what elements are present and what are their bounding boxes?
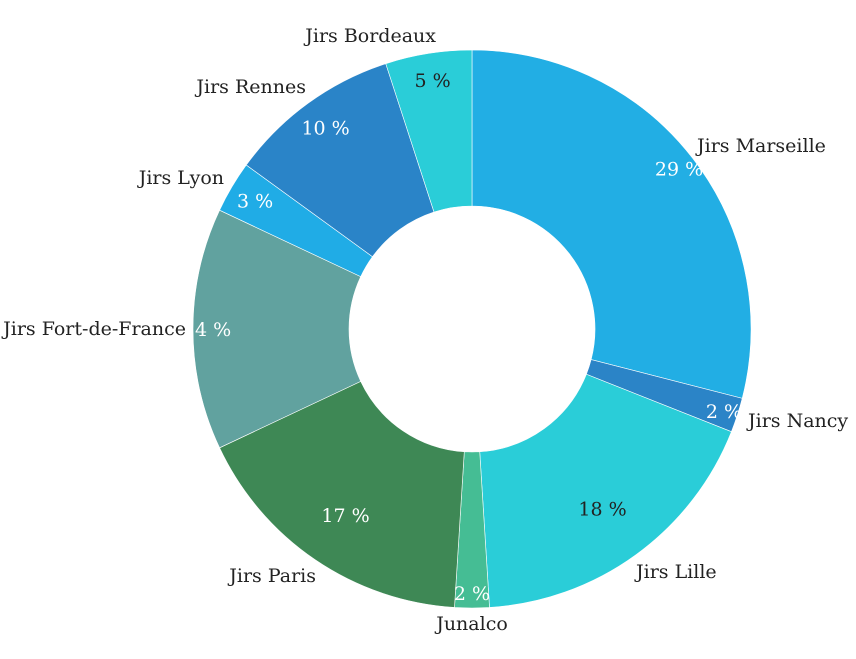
category-label: Jirs Marseille <box>695 135 826 157</box>
percent-label: 5 % <box>415 70 451 92</box>
percent-label: 10 % <box>301 118 349 140</box>
category-label: Junalco <box>434 613 508 635</box>
category-label: Jirs Rennes <box>194 76 306 98</box>
percent-label: 2 % <box>454 583 490 605</box>
percent-label: 29 % <box>655 158 703 180</box>
percent-label: 2 % <box>706 401 742 423</box>
slice-jirs-marseille <box>471 49 752 399</box>
percent-label: 18 % <box>578 499 626 521</box>
category-label: Jirs Lille <box>634 561 717 583</box>
slices-layer <box>192 49 752 609</box>
category-label: Jirs Bordeaux <box>303 25 436 47</box>
percent-labels-layer: 29 % 2 % 18 % 2 % 17 % 14 % 3 % 10 % 5 % <box>183 70 742 605</box>
category-label: Jirs Lyon <box>137 167 224 189</box>
slice-jirs-paris <box>219 380 465 608</box>
category-label: Jirs Nancy <box>746 410 848 432</box>
percent-label: 3 % <box>237 191 273 213</box>
category-label: Jirs Fort-de-France <box>1 318 186 340</box>
category-labels-layer: Jirs Marseille Jirs Nancy Jirs Lille Junalc… <box>1 25 848 635</box>
slice-jirs-fort-de-france <box>192 209 362 449</box>
slice-jirs-bordeaux <box>385 49 473 213</box>
percent-label: 17 % <box>321 505 369 527</box>
slice-jirs-lille <box>479 373 732 608</box>
percent-label: 14 % <box>183 319 231 341</box>
category-label: Jirs Paris <box>227 565 316 587</box>
